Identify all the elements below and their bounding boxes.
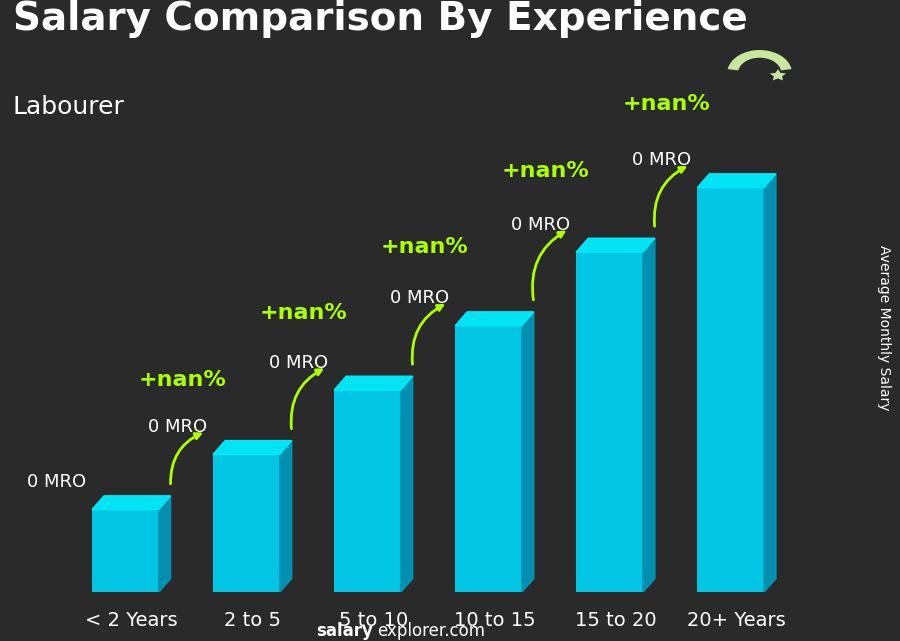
- FancyBboxPatch shape: [576, 252, 643, 592]
- Polygon shape: [158, 495, 171, 592]
- Text: +nan%: +nan%: [502, 161, 590, 181]
- FancyBboxPatch shape: [213, 454, 280, 592]
- Text: 5 to 10: 5 to 10: [338, 611, 408, 630]
- Polygon shape: [698, 174, 776, 188]
- Text: salaryexplorer.com: salaryexplorer.com: [0, 640, 1, 641]
- FancyBboxPatch shape: [92, 510, 158, 592]
- Polygon shape: [92, 495, 171, 510]
- Polygon shape: [334, 376, 413, 390]
- Polygon shape: [213, 440, 292, 454]
- FancyBboxPatch shape: [698, 188, 764, 592]
- Text: +nan%: +nan%: [260, 303, 347, 323]
- Text: 0 MRO: 0 MRO: [148, 418, 207, 436]
- Text: 0 MRO: 0 MRO: [511, 215, 570, 233]
- Text: explorer.com: explorer.com: [377, 622, 485, 640]
- Text: +nan%: +nan%: [623, 94, 711, 114]
- Text: salary: salary: [316, 622, 373, 640]
- Text: Salary Comparison By Experience: Salary Comparison By Experience: [13, 0, 747, 38]
- Text: 0 MRO: 0 MRO: [269, 354, 328, 372]
- Text: +nan%: +nan%: [139, 370, 227, 390]
- Text: 0 MRO: 0 MRO: [390, 289, 449, 307]
- Polygon shape: [764, 174, 776, 592]
- Text: 0 MRO: 0 MRO: [632, 151, 691, 169]
- Text: 10 to 15: 10 to 15: [454, 611, 536, 630]
- Text: < 2 Years: < 2 Years: [85, 611, 177, 630]
- Text: Average Monthly Salary: Average Monthly Salary: [877, 245, 891, 411]
- Text: 0 MRO: 0 MRO: [27, 473, 86, 491]
- Text: 15 to 20: 15 to 20: [575, 611, 656, 630]
- Text: 20+ Years: 20+ Years: [688, 611, 786, 630]
- Text: Labourer: Labourer: [13, 95, 124, 119]
- Polygon shape: [576, 238, 655, 252]
- Polygon shape: [522, 312, 534, 592]
- Polygon shape: [770, 69, 787, 80]
- FancyBboxPatch shape: [455, 326, 522, 592]
- FancyBboxPatch shape: [334, 390, 400, 592]
- Text: +nan%: +nan%: [381, 237, 469, 256]
- Text: 2 to 5: 2 to 5: [224, 611, 281, 630]
- Polygon shape: [400, 376, 413, 592]
- Wedge shape: [728, 50, 791, 71]
- Polygon shape: [280, 440, 292, 592]
- Polygon shape: [643, 238, 655, 592]
- Polygon shape: [455, 312, 534, 326]
